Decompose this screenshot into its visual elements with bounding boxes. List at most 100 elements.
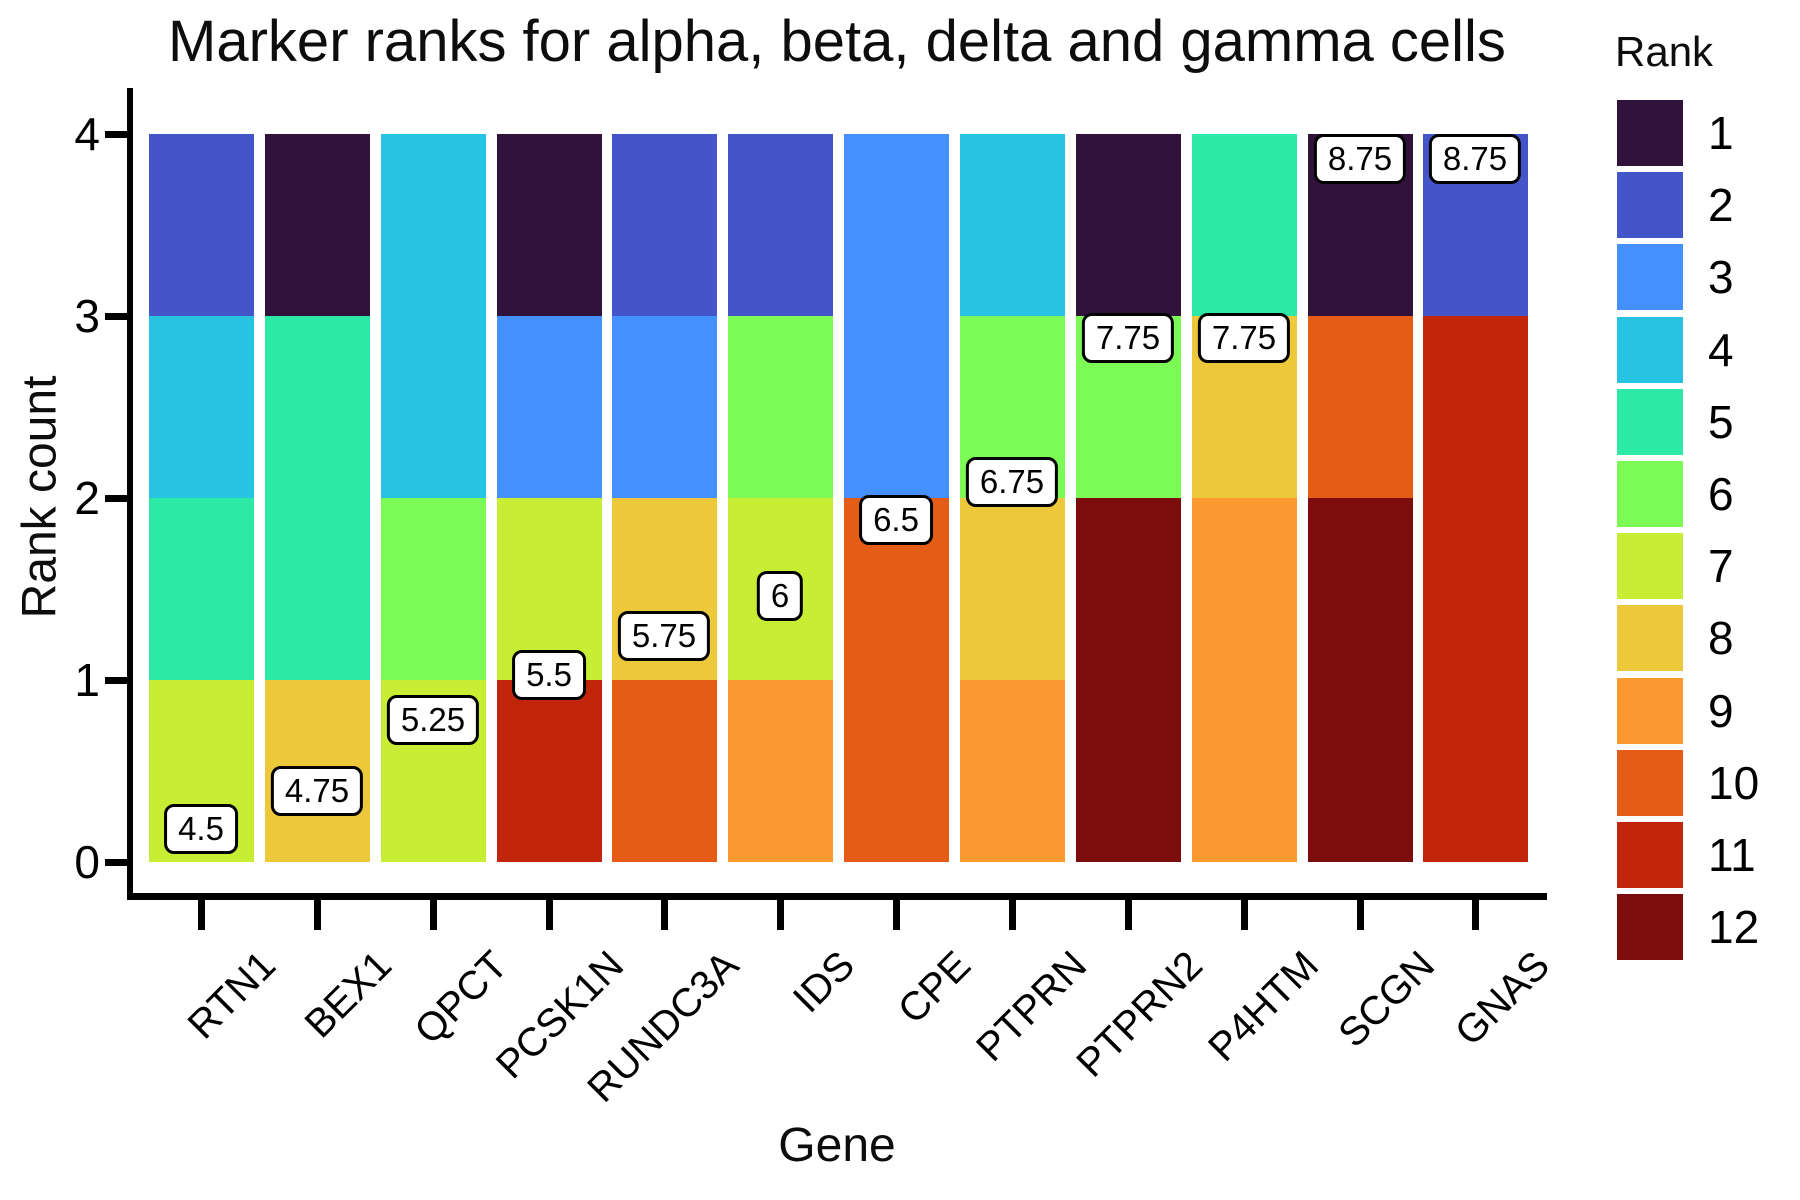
y-tick-label: 1 bbox=[74, 654, 100, 706]
legend-swatch bbox=[1617, 605, 1683, 671]
x-tick bbox=[1357, 900, 1364, 930]
legend-swatch bbox=[1617, 461, 1683, 527]
bar-segment bbox=[960, 498, 1065, 680]
bar-segment bbox=[960, 680, 1065, 862]
y-tick bbox=[105, 131, 127, 138]
legend-swatch bbox=[1617, 894, 1683, 960]
bar-mean-label: 6.75 bbox=[965, 457, 1059, 507]
bar-mean-label: 4.5 bbox=[164, 804, 238, 854]
y-tick bbox=[105, 677, 127, 684]
bar-mean-label: 4.75 bbox=[270, 766, 364, 816]
bar-segment bbox=[149, 498, 254, 680]
bar-mean-label: 6 bbox=[756, 571, 804, 621]
bar-segment bbox=[265, 134, 370, 316]
bar-segment bbox=[1192, 134, 1297, 316]
bar-segment bbox=[1308, 680, 1413, 862]
bar-segment bbox=[1423, 316, 1528, 498]
bar-segment bbox=[612, 680, 717, 862]
bar-segment bbox=[381, 134, 486, 316]
bar-segment bbox=[1076, 680, 1181, 862]
bar-segment bbox=[265, 316, 370, 498]
bar-segment bbox=[1076, 134, 1181, 316]
y-tick-label: 2 bbox=[74, 472, 100, 524]
x-tick bbox=[661, 900, 668, 930]
y-axis-spine bbox=[127, 88, 133, 900]
bar-segment bbox=[728, 680, 833, 862]
bar-segment bbox=[844, 316, 949, 498]
bar-mean-label: 8.75 bbox=[1313, 134, 1407, 184]
bar-segment bbox=[1423, 498, 1528, 680]
y-tick bbox=[105, 313, 127, 320]
legend-label: 2 bbox=[1708, 179, 1734, 231]
legend-swatch bbox=[1617, 750, 1683, 816]
bar-segment bbox=[1308, 316, 1413, 498]
x-tick bbox=[1241, 900, 1248, 930]
y-tick-label: 3 bbox=[74, 290, 100, 342]
x-tick bbox=[546, 900, 553, 930]
bar-segment bbox=[381, 316, 486, 498]
bar-segment bbox=[149, 134, 254, 316]
bar-mean-label: 5.5 bbox=[512, 650, 586, 700]
x-axis-spine bbox=[127, 893, 1547, 900]
bar-segment bbox=[728, 134, 833, 316]
legend-label: 5 bbox=[1708, 396, 1734, 448]
legend-swatch bbox=[1617, 822, 1683, 888]
bar-mean-label: 8.75 bbox=[1428, 134, 1522, 184]
bar-segment bbox=[149, 316, 254, 498]
legend-label: 10 bbox=[1708, 757, 1760, 809]
legend-label: 8 bbox=[1708, 612, 1734, 664]
bar-segment bbox=[728, 316, 833, 498]
legend-swatch bbox=[1617, 533, 1683, 599]
bar-segment bbox=[497, 134, 602, 316]
legend-swatch bbox=[1617, 678, 1683, 744]
x-tick bbox=[430, 900, 437, 930]
y-tick-label: 4 bbox=[74, 108, 100, 160]
legend-label: 7 bbox=[1708, 540, 1734, 592]
bar-mean-label: 5.25 bbox=[386, 695, 480, 745]
x-tick bbox=[1009, 900, 1016, 930]
y-tick-label: 0 bbox=[74, 836, 100, 888]
bar-segment bbox=[497, 316, 602, 498]
bar-segment bbox=[381, 498, 486, 680]
bar-segment bbox=[1192, 680, 1297, 862]
bar-segment bbox=[1308, 498, 1413, 680]
legend-label: 4 bbox=[1708, 324, 1734, 376]
legend-swatch bbox=[1617, 100, 1683, 166]
x-tick bbox=[893, 900, 900, 930]
legend-swatch bbox=[1617, 389, 1683, 455]
bar-segment bbox=[1423, 680, 1528, 862]
x-tick bbox=[1472, 900, 1479, 930]
bar-segment bbox=[960, 134, 1065, 316]
x-tick bbox=[314, 900, 321, 930]
legend-label: 6 bbox=[1708, 468, 1734, 520]
legend-swatch bbox=[1617, 244, 1683, 310]
x-tick bbox=[1125, 900, 1132, 930]
y-tick bbox=[105, 859, 127, 866]
y-tick bbox=[105, 495, 127, 502]
legend-label: 12 bbox=[1708, 901, 1760, 953]
legend-label: 9 bbox=[1708, 685, 1734, 737]
bar-segment bbox=[1076, 498, 1181, 680]
bar-segment bbox=[497, 680, 602, 862]
legend-title: Rank bbox=[1615, 28, 1714, 75]
bar-segment bbox=[612, 134, 717, 316]
bar-mean-label: 7.75 bbox=[1081, 313, 1175, 363]
x-axis-label: Gene bbox=[778, 1119, 896, 1172]
bar-segment bbox=[1192, 498, 1297, 680]
bar-segment bbox=[612, 316, 717, 498]
plot-title: Marker ranks for alpha, beta, delta and … bbox=[168, 9, 1506, 74]
bar-segment bbox=[844, 680, 949, 862]
bar-mean-label: 5.75 bbox=[617, 611, 711, 661]
legend-label: 11 bbox=[1708, 829, 1756, 881]
x-tick bbox=[777, 900, 784, 930]
legend-swatch bbox=[1617, 172, 1683, 238]
x-tick bbox=[198, 900, 205, 930]
legend-label: 1 bbox=[1708, 107, 1734, 159]
bar-mean-label: 7.75 bbox=[1197, 313, 1291, 363]
bar-segment bbox=[844, 134, 949, 316]
legend-label: 3 bbox=[1708, 251, 1734, 303]
bar-mean-label: 6.5 bbox=[859, 495, 933, 545]
bar-segment bbox=[497, 498, 602, 680]
legend-swatch bbox=[1617, 317, 1683, 383]
